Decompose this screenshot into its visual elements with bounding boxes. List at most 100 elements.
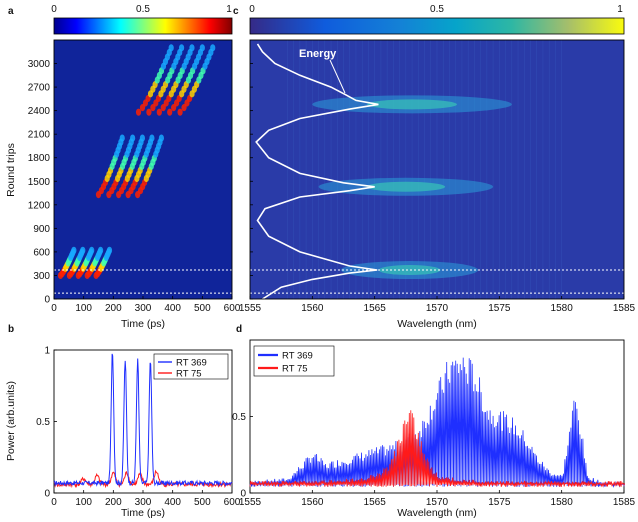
panel-c-xtick-label: 1560 [301,303,324,314]
panel-a-ytick-label: 2100 [28,130,51,141]
heatmap-a-pulse-segment [106,246,113,254]
panel-b-xaxis: 0 100 200 300 400 500 600 [51,490,241,508]
colorbar-c-tick-1: 1 [617,4,623,15]
panel-a-xtick-label: 200 [105,303,122,314]
panel-d-legend-rt75: RT 75 [282,364,308,375]
panel-b-xtick-label: 400 [164,497,181,508]
panel-a-ylabel: Round trips [5,143,17,197]
panel-b-legend-rt369: RT 369 [176,358,207,369]
heatmap-a-pulse-segment [178,44,185,52]
panel-b-xlabel: Time (ps) [121,507,165,519]
panel-d-legend-rt369: RT 369 [282,351,313,362]
colorbar-c-gradient [249,17,625,35]
heatmap-a-pulse-segment [130,134,136,142]
panel-a-ytick-label: 0 [44,295,50,306]
panel-b-xtick-label: 100 [75,497,92,508]
panel-b-legend-box [153,353,229,380]
panel-d-xtick-label: 1575 [488,497,511,508]
heatmap-a-pulse-segment [149,134,155,142]
panel-d-xtick-label: 1570 [426,497,449,508]
panel-b-xtick-label: 600 [224,497,241,508]
panel-b-xtick-label: 0 [51,497,57,508]
colorbar-a-tick-mid: 0.5 [136,4,150,15]
panel-c-xlabel: Wavelength (nm) [397,318,477,330]
panel-a-xtick-label: 100 [75,303,92,314]
panel-d-xaxis: 1555 1560 1565 1570 1575 1580 1585 [239,490,636,508]
panel-a-ytick-label: 1800 [28,153,51,164]
energy-annotation: Energy [299,48,337,60]
panel-a-xlabel: Time (ps) [121,318,165,330]
panel-label-c: c [233,6,239,17]
panel-a-ytick-label: 900 [33,224,50,235]
panel-d-yaxis: 00.5 [232,412,253,500]
panel-c-xtick-label: 1575 [488,303,511,314]
panel-d-legend: RT 369 RT 75 [253,345,335,377]
heatmap-a-pulse-segment [135,108,142,116]
panel-a-ytick-label: 2700 [28,83,51,94]
panel-c-xaxis: 1555 1560 1565 1570 1575 1580 1585 [239,63,636,314]
panel-d: 1555 1560 1565 1570 1575 1580 1585 00.5 Wavele… [232,339,636,519]
heatmap-a-pulse-segment [167,108,173,116]
panel-a-xtick-label: 600 [224,303,241,314]
panel-c-xtick-label: 1585 [613,303,636,314]
panel-a-yaxis: 0 300 600 900 1200 1500 1800 2100 2400 2700 3000 [28,59,57,306]
heatmap-a-pulse-segment [71,246,77,254]
energy-trace [255,43,379,299]
heatmap-a-pulse-segment [80,246,86,254]
panel-a: 0 100 200 300 400 500 600 0 300 600 900 1200 1500 18… [5,39,241,330]
heatmap-a-pulse-segment [89,246,95,254]
panel-a-xtick-label: 0 [51,303,57,314]
panel-c: Energy 1555 1560 1565 1570 1575 1580 1585 Wave… [239,39,636,330]
panel-a-ytick-label: 300 [33,271,50,282]
heatmap-a-pulse-segment [156,108,162,116]
panel-b-ytick-label: 0.5 [36,417,50,428]
heatmap-a-pulse-segment [199,44,205,52]
panel-d-xlabel: Wavelength (nm) [397,507,477,519]
colorbar-a: 0 0.5 1 [51,4,233,35]
heatmap-a-pulse-segment [177,108,183,116]
colorbar-c-tick-0: 0 [249,4,255,15]
heatmap-a-pulse-segment [139,134,146,142]
panel-b: 0 100 200 300 400 500 600 00.51 Time (ps) Powe… [5,346,241,520]
panel-d-xtick-label: 1560 [301,497,324,508]
panel-b-xtick-label: 300 [135,497,152,508]
panel-b-xtick-label: 500 [194,497,211,508]
panel-a-ytick-label: 2400 [28,106,51,117]
heatmap-a-pulse-segment [97,246,104,254]
panel-d-ytick-label: 0.5 [232,412,246,423]
heatmap-a-pulse-segment [189,44,195,52]
panel-c-xtick-label: 1565 [364,303,387,314]
heatmap-a-pulse-segment [158,134,164,142]
panel-a-xaxis: 0 100 200 300 400 500 600 [51,296,241,314]
energy-annotation-arrow [329,59,346,94]
panel-c-xtick-label: 1555 [239,303,262,314]
panel-d-ytick-label: 0 [240,489,246,500]
panel-a-xtick-label: 400 [164,303,181,314]
heatmap-c-band-core [378,265,441,276]
heatmap-c-band-core [367,99,457,110]
panel-a-pulses [57,44,216,280]
panel-d-xtick-label: 1585 [613,497,636,508]
panel-b-ytick-label: 1 [44,346,50,357]
colorbar-a-gradient [53,17,233,35]
panel-a-ytick-label: 600 [33,247,50,258]
series-rt75-spectrum [249,410,626,488]
panel-d-xtick-label: 1555 [239,497,262,508]
heatmap-a-pulse-segment [146,108,152,116]
panel-b-yaxis: 00.51 [36,346,57,500]
colorbar-c-tick-mid: 0.5 [430,4,444,15]
panel-c-bands [287,40,562,299]
panel-a-ytick-label: 1200 [28,200,51,211]
panel-a-ytick-label: 1500 [28,177,51,188]
panel-c-xtick-label: 1570 [426,303,449,314]
colorbar-a-tick-0: 0 [51,4,57,15]
heatmap-a-pulse-segment [119,134,125,142]
colorbar-a-tick-1: 1 [226,4,232,15]
panel-label-d: d [236,324,242,335]
colorbar-c: 0 0.5 1 [249,4,625,35]
panel-d-legend-box [253,345,335,377]
heatmap-c-band-core [366,181,446,192]
panel-label-b: b [8,324,14,335]
panel-a-guides [54,269,232,294]
